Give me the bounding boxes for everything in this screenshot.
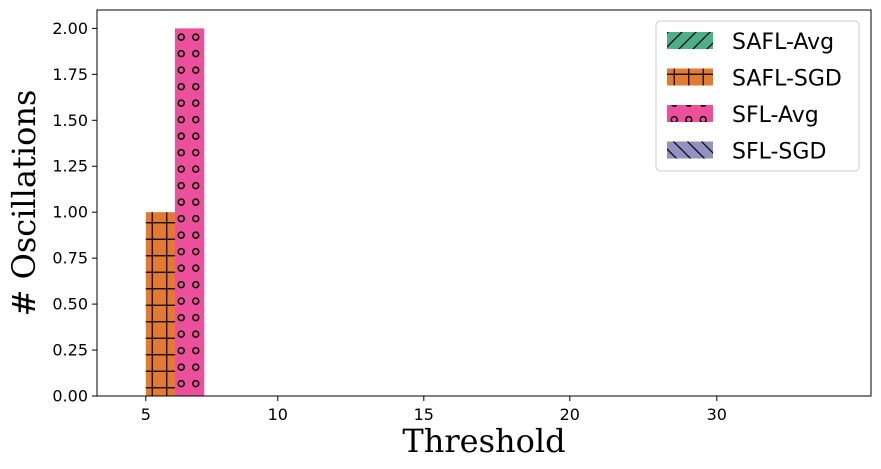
y-tick-label: 1.25 — [52, 157, 88, 176]
legend-item-safl-sgd: SAFL-SGD — [667, 67, 842, 92]
y-axis: 0.00 0.25 0.50 0.75 1.00 1.25 1.50 1.75 2.00 — [52, 19, 97, 406]
legend-label: SAFL-Avg — [732, 30, 834, 55]
legend-item-safl-avg: SAFL-Avg — [667, 30, 834, 55]
x-tick-label: 5 — [141, 405, 151, 424]
x-tick-label: 20 — [560, 405, 580, 424]
x-axis: 5 10 15 20 30 — [141, 396, 727, 424]
legend-label: SFL-Avg — [732, 103, 819, 128]
legend-label: SAFL-SGD — [732, 67, 842, 92]
x-tick-label: 15 — [414, 405, 434, 424]
legend-item-sfl-sgd: SFL-SGD — [667, 140, 826, 165]
y-tick-label: 1.50 — [52, 111, 88, 130]
y-tick-label: 1.00 — [52, 203, 88, 222]
y-tick-label: 1.75 — [52, 65, 88, 84]
x-tick-label: 10 — [268, 405, 288, 424]
bars-layer — [145, 28, 205, 397]
legend-item-sfl-avg: SFL-Avg — [667, 103, 819, 128]
legend: SAFL-Avg SAFL-SGD SFL-Avg SFL-SGD — [655, 20, 860, 172]
legend-frame — [655, 20, 860, 172]
x-tick-label: 30 — [707, 405, 727, 424]
y-tick-label: 0.25 — [52, 341, 88, 360]
y-axis-title: # Oscillations — [5, 90, 43, 317]
y-tick-label: 0.75 — [52, 249, 88, 268]
y-tick-label: 2.00 — [52, 19, 88, 38]
plot-frame — [96, 9, 872, 397]
y-tick-label: 0.50 — [52, 295, 88, 314]
legend-label: SFL-SGD — [732, 140, 826, 165]
x-axis-title: Threshold — [402, 422, 565, 460]
y-tick-label: 0.00 — [52, 387, 88, 406]
bar-sfl-avg-5 — [175, 28, 205, 397]
bar-safl-sgd-5 — [145, 212, 175, 396]
